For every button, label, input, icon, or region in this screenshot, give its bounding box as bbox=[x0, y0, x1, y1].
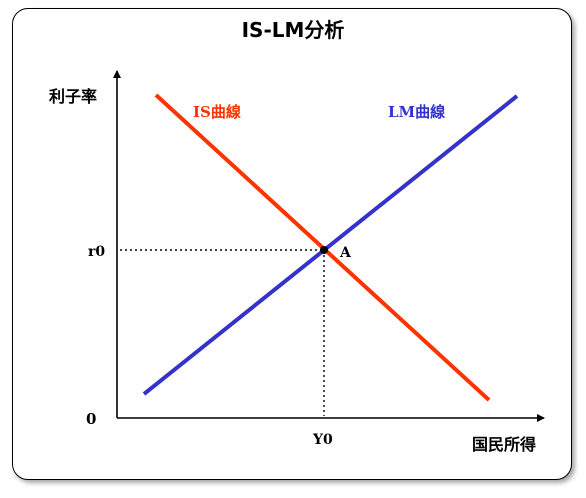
diagram-frame bbox=[12, 8, 572, 480]
origin-label: 0 bbox=[86, 410, 96, 428]
is-curve-label: IS曲線 bbox=[193, 103, 241, 121]
lm-curve-line bbox=[142, 94, 519, 396]
y-axis-label: 利子率 bbox=[49, 87, 97, 106]
r0-label: r0 bbox=[88, 244, 105, 260]
x-axis-label: 国民所得 bbox=[472, 435, 536, 454]
lm-curve-label: LM曲線 bbox=[388, 103, 445, 121]
diagram-title: IS-LM分析 bbox=[242, 18, 345, 42]
equilibrium-point bbox=[320, 246, 328, 254]
equilibrium-point-label: A bbox=[339, 245, 352, 261]
y0-label: Y0 bbox=[312, 432, 333, 448]
